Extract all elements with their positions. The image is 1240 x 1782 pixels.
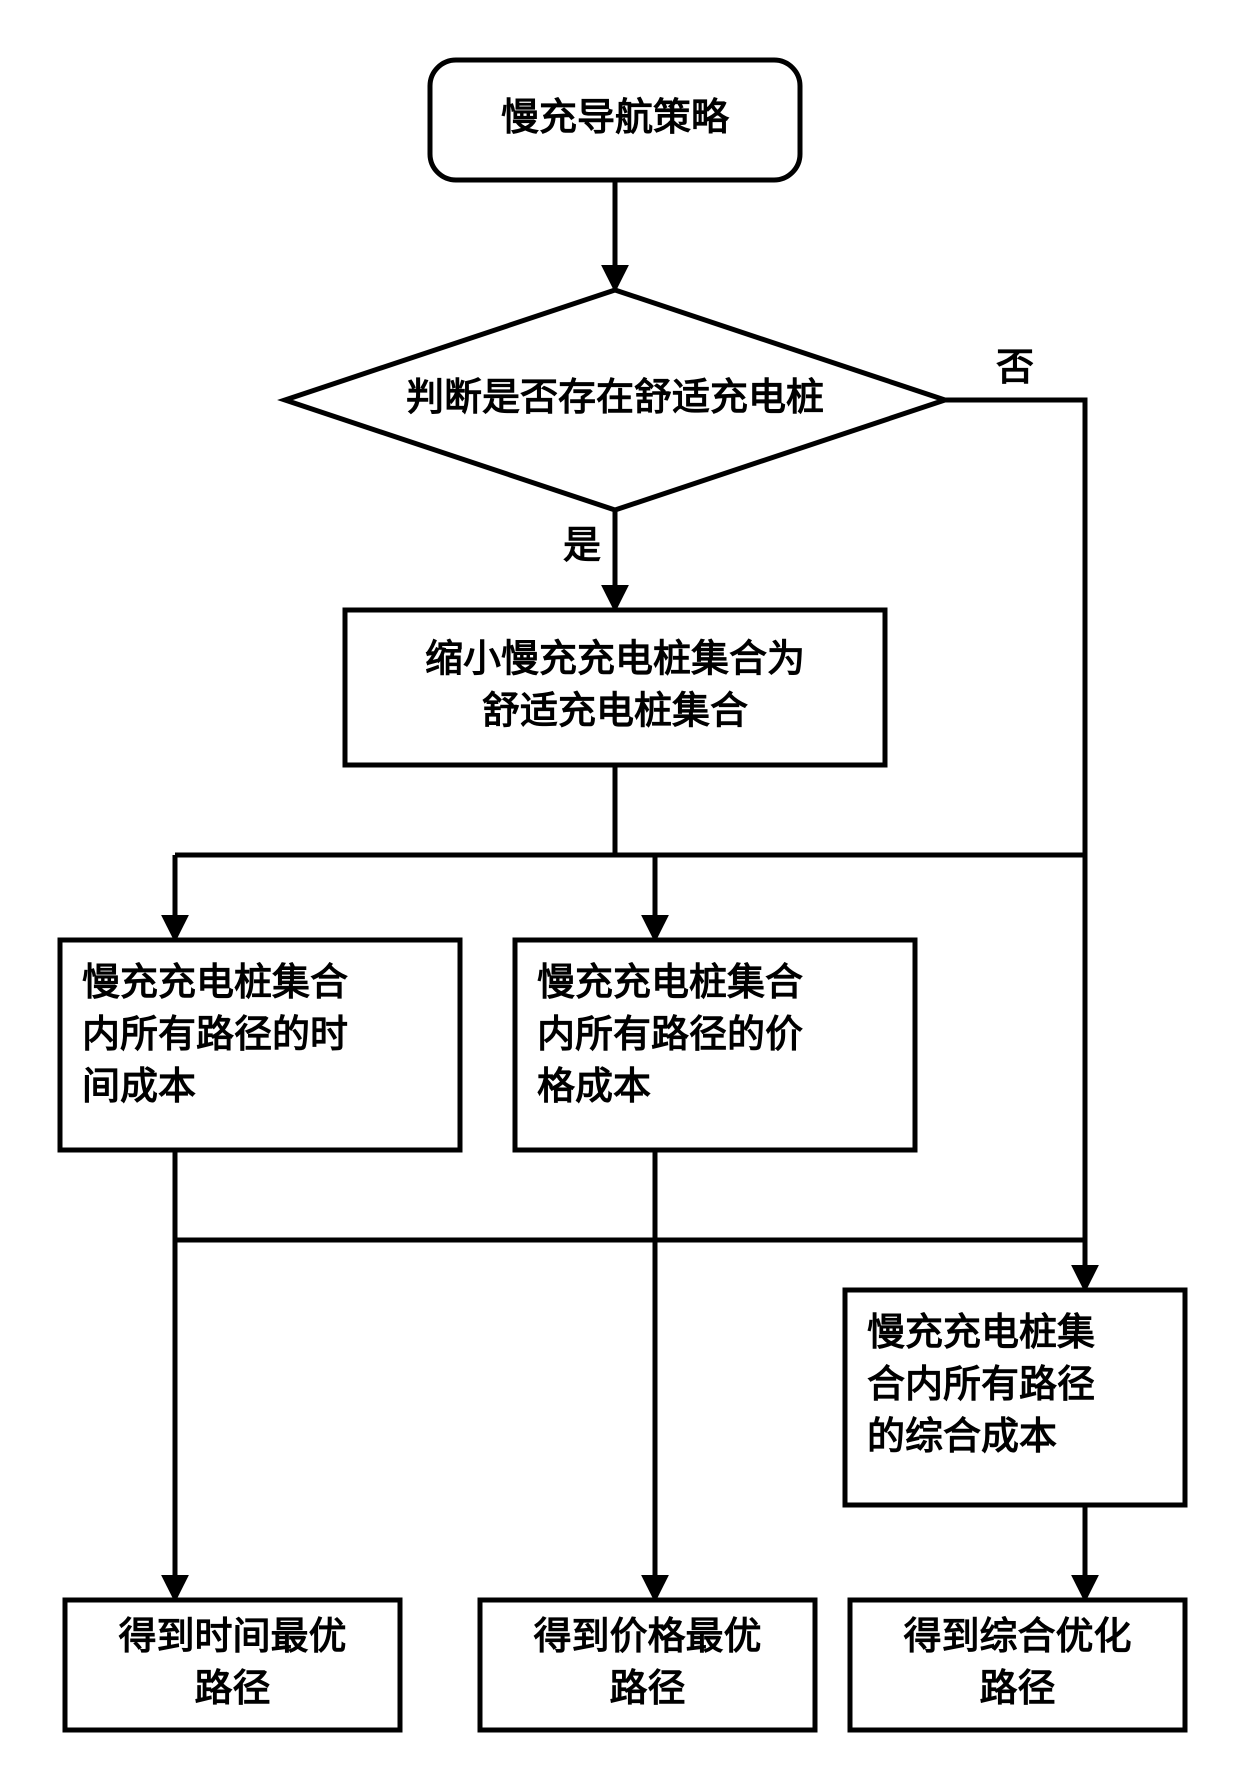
svg-text:得到价格最优: 得到价格最优 <box>533 1616 761 1658</box>
svg-text:合内所有路径: 合内所有路径 <box>867 1364 1095 1406</box>
svg-text:慢充导航策略: 慢充导航策略 <box>501 96 730 139</box>
svg-text:慢充充电桩集合: 慢充充电桩集合 <box>537 962 803 1004</box>
edge-7 <box>175 1150 1085 1240</box>
svg-text:路径: 路径 <box>194 1668 270 1710</box>
svg-text:路径: 路径 <box>609 1668 685 1710</box>
svg-text:格成本: 格成本 <box>537 1066 651 1108</box>
edge-label-2: 否 <box>996 347 1034 389</box>
svg-text:判断是否存在舒适充电桩: 判断是否存在舒适充电桩 <box>406 377 824 419</box>
svg-text:缩小慢充充电桩集合为: 缩小慢充充电桩集合为 <box>425 639 805 681</box>
svg-text:的综合成本: 的综合成本 <box>867 1416 1057 1458</box>
svg-text:慢充充电桩集合: 慢充充电桩集合 <box>82 962 348 1004</box>
svg-text:得到时间最优: 得到时间最优 <box>118 1616 346 1658</box>
svg-text:慢充充电桩集: 慢充充电桩集 <box>867 1312 1095 1354</box>
svg-text:路径: 路径 <box>979 1668 1055 1710</box>
svg-text:舒适充电桩集合: 舒适充电桩集合 <box>482 691 748 733</box>
edge-label-1: 是 <box>563 525 601 567</box>
svg-text:间成本: 间成本 <box>82 1066 196 1108</box>
edge-2 <box>945 400 1085 855</box>
node-shrink <box>345 610 885 765</box>
svg-text:内所有路径的时: 内所有路径的时 <box>82 1014 348 1056</box>
svg-text:内所有路径的价: 内所有路径的价 <box>537 1014 803 1056</box>
svg-text:得到综合优化: 得到综合优化 <box>903 1616 1131 1658</box>
